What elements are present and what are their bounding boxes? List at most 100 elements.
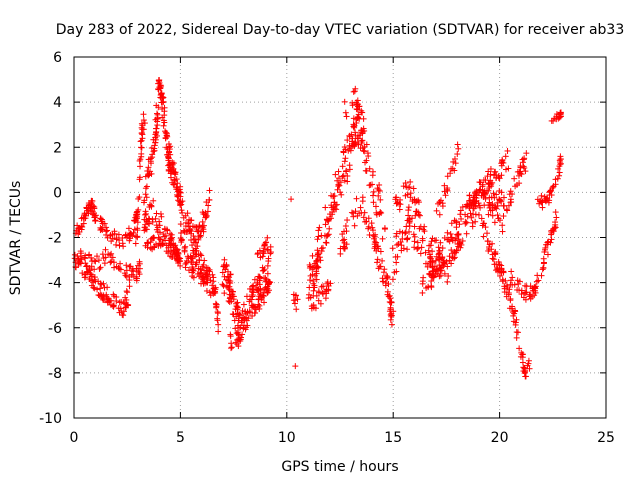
data-point-marker <box>136 271 143 278</box>
data-point-marker <box>163 151 170 158</box>
data-point-marker <box>491 194 498 201</box>
data-point-marker <box>117 305 124 312</box>
data-point-marker <box>234 336 241 343</box>
data-point-marker <box>438 264 445 271</box>
data-point-marker <box>490 190 497 197</box>
data-point-marker <box>388 321 395 328</box>
data-point-marker <box>148 202 155 209</box>
y-tick-label: -8 <box>48 366 62 382</box>
data-point-marker <box>335 175 342 182</box>
data-point-marker <box>366 231 373 238</box>
data-point-marker <box>97 291 104 298</box>
data-point-marker <box>339 173 346 180</box>
data-point-marker <box>167 143 174 150</box>
data-point-marker <box>514 277 521 284</box>
data-point-marker <box>233 330 240 337</box>
data-point-marker <box>156 218 163 225</box>
data-point-marker <box>85 202 92 209</box>
data-point-marker <box>475 200 482 207</box>
data-point-marker <box>113 263 120 270</box>
data-point-marker <box>449 165 456 172</box>
data-point-marker <box>116 309 123 316</box>
data-point-marker <box>134 219 141 226</box>
data-point-marker <box>365 215 372 222</box>
data-point-marker <box>393 230 400 237</box>
data-point-marker <box>506 305 513 312</box>
data-point-marker <box>346 142 353 149</box>
data-point-marker <box>487 207 494 214</box>
data-point-marker <box>160 230 167 237</box>
data-point-marker <box>99 295 106 302</box>
data-point-marker <box>197 265 204 272</box>
data-point-marker <box>375 186 382 193</box>
data-point-marker <box>240 301 247 308</box>
data-point-marker <box>513 329 520 336</box>
data-point-marker <box>405 204 412 211</box>
data-point-marker <box>206 187 213 194</box>
data-point-marker <box>210 274 217 281</box>
data-point-marker <box>343 113 350 120</box>
data-point-marker <box>556 169 563 176</box>
data-point-marker <box>362 167 369 174</box>
data-point-marker <box>88 282 95 289</box>
data-point-marker <box>337 250 344 257</box>
data-point-marker <box>386 298 393 305</box>
data-point-marker <box>333 206 340 213</box>
data-point-marker <box>97 285 104 292</box>
data-point-marker <box>249 302 256 309</box>
data-point-marker <box>162 135 169 142</box>
data-point-marker <box>358 138 365 145</box>
data-point-marker <box>518 287 525 294</box>
data-point-marker <box>433 237 440 244</box>
data-point-marker <box>317 300 324 307</box>
data-point-marker <box>353 195 360 202</box>
data-point-marker <box>237 312 244 319</box>
data-point-marker <box>207 292 214 299</box>
data-point-marker <box>407 178 414 185</box>
data-point-marker <box>229 311 236 318</box>
data-point-marker <box>542 198 549 205</box>
data-point-marker <box>111 264 118 271</box>
data-point-marker <box>134 234 141 241</box>
data-point-marker <box>259 253 266 260</box>
data-point-marker <box>138 130 145 137</box>
data-point-marker <box>149 151 156 158</box>
data-point-marker <box>355 114 362 121</box>
data-point-marker <box>502 153 509 160</box>
data-point-marker <box>196 222 203 229</box>
data-point-marker <box>228 344 235 351</box>
data-point-marker <box>499 228 506 235</box>
data-point-marker <box>370 235 377 242</box>
data-point-marker <box>177 229 184 236</box>
data-point-marker <box>548 236 555 243</box>
data-point-marker <box>376 263 383 270</box>
data-point-marker <box>124 289 131 296</box>
data-point-marker <box>130 229 137 236</box>
data-point-marker <box>75 260 82 267</box>
data-point-marker <box>321 288 328 295</box>
x-tick-label: 0 <box>70 430 79 446</box>
data-point-marker <box>454 241 461 248</box>
data-point-marker <box>120 308 127 315</box>
data-point-marker <box>361 143 368 150</box>
data-point-marker <box>149 246 156 253</box>
data-point-marker <box>472 203 479 210</box>
data-point-marker <box>136 176 143 183</box>
data-point-marker <box>514 286 521 293</box>
data-point-marker <box>326 225 333 232</box>
data-point-marker <box>497 272 504 279</box>
data-point-marker <box>370 188 377 195</box>
data-point-marker <box>152 134 159 141</box>
data-point-marker <box>306 284 313 291</box>
data-point-marker <box>488 181 495 188</box>
data-point-marker <box>451 155 458 162</box>
data-point-marker <box>455 236 462 243</box>
data-point-marker <box>234 310 241 317</box>
data-point-marker <box>348 131 355 138</box>
data-point-marker <box>463 230 470 237</box>
data-point-marker <box>113 241 120 248</box>
data-point-marker <box>467 197 474 204</box>
data-point-marker <box>315 264 322 271</box>
data-point-marker <box>467 210 474 217</box>
